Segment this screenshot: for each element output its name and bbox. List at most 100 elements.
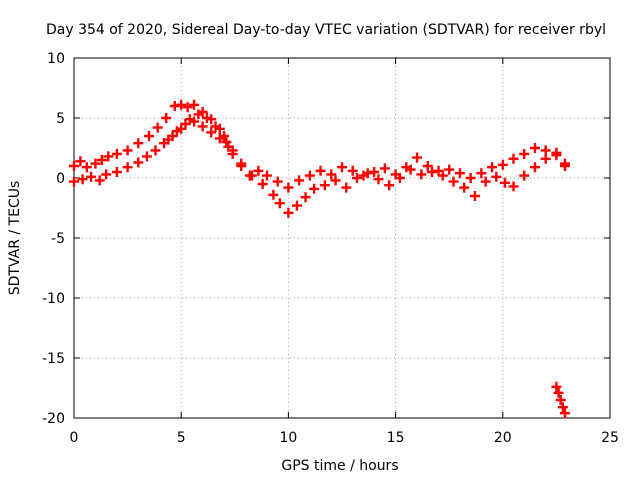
gridlines [74, 58, 610, 418]
data-point [189, 99, 200, 110]
data-point [519, 170, 530, 181]
y-tick-label: -15 [42, 351, 65, 367]
data-point [491, 171, 502, 182]
data-point [152, 122, 163, 133]
data-point [454, 168, 465, 179]
data-point [422, 161, 433, 171]
x-tick-label: 25 [601, 430, 619, 446]
data-point [330, 175, 341, 186]
data-point [111, 149, 122, 159]
data-point [394, 173, 405, 183]
data-point [540, 145, 551, 156]
data-point [444, 164, 455, 175]
data-point [497, 159, 508, 170]
data-point [373, 174, 384, 185]
y-tick-label: 10 [47, 51, 65, 67]
data-point [529, 162, 540, 173]
data-point [405, 164, 416, 175]
data-point [540, 153, 551, 164]
data-point [294, 175, 305, 186]
data-point [214, 133, 225, 144]
data-points [69, 99, 570, 419]
data-point [499, 177, 510, 188]
data-point [487, 162, 498, 173]
data-point [352, 173, 363, 183]
data-point [309, 183, 320, 194]
data-point [551, 147, 562, 158]
data-point [101, 169, 112, 180]
data-point [103, 151, 114, 162]
data-point [551, 381, 562, 392]
data-point [246, 170, 257, 181]
data-point [555, 395, 566, 405]
data-point [272, 176, 283, 187]
data-point [96, 155, 107, 165]
data-point [180, 119, 191, 129]
data-point [519, 149, 530, 159]
data-point [448, 176, 459, 187]
data-point [480, 176, 491, 187]
y-axis-label: SDTVAR / TECUs [7, 181, 23, 296]
data-point [189, 116, 200, 127]
data-point [75, 156, 86, 167]
data-point [268, 189, 279, 200]
series-track-c [163, 116, 234, 152]
data-point [379, 163, 390, 174]
y-tick-label: -5 [51, 231, 65, 247]
data-point [133, 157, 144, 168]
data-point [176, 99, 187, 110]
data-point [459, 182, 470, 193]
x-tick-label: 10 [279, 430, 297, 446]
y-tick-label: 5 [56, 111, 65, 127]
data-point [326, 169, 337, 180]
data-point [193, 109, 204, 120]
y-tick-labels: -20 -15 -10 -5 0 5 10 [42, 51, 65, 427]
data-point [476, 168, 487, 179]
data-point [94, 175, 105, 186]
data-point [86, 171, 97, 182]
data-point [529, 143, 540, 153]
data-point [122, 162, 133, 173]
series-outlier-segment [551, 381, 570, 419]
x-tick-labels: 0 5 10 15 20 25 [70, 430, 619, 446]
data-point [223, 141, 234, 152]
data-point [274, 198, 285, 209]
data-point [304, 170, 315, 181]
data-point [416, 169, 427, 180]
data-point [291, 200, 302, 211]
data-point [362, 168, 373, 179]
data-point [197, 121, 208, 132]
data-point [508, 181, 519, 192]
data-point [557, 402, 568, 413]
data-point [182, 102, 193, 113]
y-tick-label: -10 [42, 291, 65, 307]
data-point [384, 180, 395, 191]
data-point [236, 158, 247, 169]
data-point [553, 387, 564, 398]
data-point [559, 408, 570, 419]
data-point [283, 207, 294, 218]
data-point [69, 161, 79, 171]
data-point [90, 158, 101, 169]
data-point [469, 191, 480, 201]
data-point [341, 182, 352, 193]
data-point [283, 182, 294, 193]
data-point [261, 170, 272, 181]
data-point [412, 152, 423, 163]
data-point [253, 165, 264, 176]
data-point [144, 131, 155, 141]
data-point [508, 153, 519, 164]
data-point [122, 145, 133, 156]
data-point [150, 145, 161, 156]
data-point [437, 170, 448, 181]
data-point [337, 162, 347, 173]
x-tick-label: 5 [177, 430, 186, 446]
data-point [210, 121, 221, 132]
data-point [559, 161, 570, 171]
y-tick-label: -20 [42, 411, 65, 427]
x-tick-label: 15 [387, 430, 405, 446]
y-tick-label: 0 [56, 171, 65, 187]
data-point [141, 151, 152, 162]
data-point [77, 174, 88, 185]
